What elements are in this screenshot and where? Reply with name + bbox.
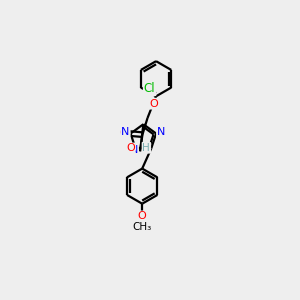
- Text: N: N: [157, 127, 165, 137]
- Text: CH₃: CH₃: [133, 222, 152, 232]
- Text: Cl: Cl: [144, 82, 155, 95]
- Text: O: O: [119, 128, 128, 139]
- Text: H: H: [142, 143, 150, 153]
- Text: N: N: [130, 145, 138, 155]
- Text: O: O: [126, 143, 135, 154]
- Text: O: O: [138, 212, 147, 221]
- Text: O: O: [149, 99, 158, 109]
- Text: N: N: [121, 127, 130, 137]
